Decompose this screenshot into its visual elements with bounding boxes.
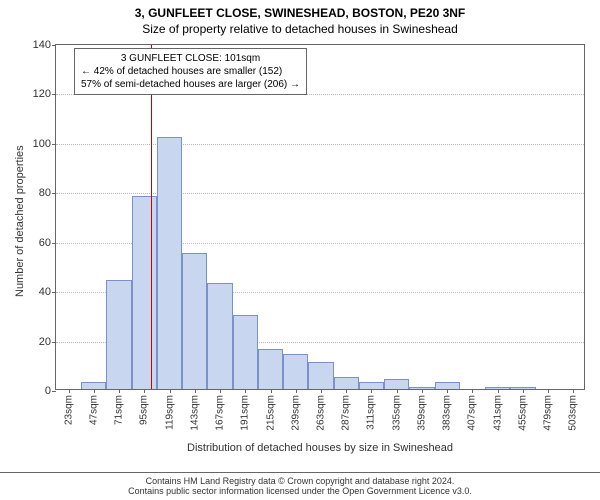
ytick-label: 60 — [39, 237, 56, 249]
xtick-mark — [371, 389, 372, 393]
xtick-label: 359sqm — [416, 395, 427, 431]
xtick-label: 191sqm — [240, 395, 251, 431]
histogram-bar — [182, 253, 207, 389]
histogram-bar — [106, 280, 131, 389]
reference-vline — [151, 45, 152, 389]
xtick-label: 287sqm — [341, 395, 352, 431]
xtick-mark — [573, 389, 574, 393]
histogram-bar — [207, 283, 232, 389]
xtick-mark — [498, 389, 499, 393]
xtick-label: 263sqm — [316, 395, 327, 431]
histogram-bar — [258, 349, 283, 389]
histogram-bar — [384, 379, 409, 389]
footer: Contains HM Land Registry data © Crown c… — [0, 472, 600, 496]
chart-title-line2: Size of property relative to detached ho… — [0, 20, 600, 36]
histogram-bar — [283, 354, 308, 389]
xtick-mark — [346, 389, 347, 393]
histogram-bar — [334, 377, 359, 389]
footer-line1: Contains HM Land Registry data © Crown c… — [0, 476, 600, 486]
xtick-mark — [170, 389, 171, 393]
xtick-mark — [397, 389, 398, 393]
xtick-label: 455sqm — [517, 395, 528, 431]
histogram-bar — [157, 137, 182, 389]
annotation-box: 3 GUNFLEET CLOSE: 101sqm ← 42% of detach… — [74, 48, 307, 95]
xtick-label: 71sqm — [114, 395, 125, 425]
ytick-label: 20 — [39, 336, 56, 348]
ytick-label: 140 — [33, 39, 56, 51]
xtick-mark — [94, 389, 95, 393]
xtick-label: 167sqm — [215, 395, 226, 431]
ytick-label: 80 — [39, 187, 56, 199]
xtick-label: 479sqm — [543, 395, 554, 431]
xtick-mark — [119, 389, 120, 393]
ytick-label: 0 — [45, 385, 56, 397]
xtick-mark — [271, 389, 272, 393]
y-axis-label: Number of detached properties — [14, 145, 26, 297]
xtick-label: 215sqm — [265, 395, 276, 431]
xtick-label: 23sqm — [63, 395, 74, 425]
ytick-label: 100 — [33, 138, 56, 150]
histogram-bar — [435, 382, 460, 389]
xtick-mark — [195, 389, 196, 393]
xtick-label: 335sqm — [391, 395, 402, 431]
chart-title-line1: 3, GUNFLEET CLOSE, SWINESHEAD, BOSTON, P… — [0, 0, 600, 20]
annotation-line1: 3 GUNFLEET CLOSE: 101sqm — [81, 52, 300, 65]
xtick-mark — [523, 389, 524, 393]
xtick-mark — [447, 389, 448, 393]
ytick-label: 120 — [33, 88, 56, 100]
histogram-bar — [308, 362, 333, 389]
xtick-label: 95sqm — [139, 395, 150, 425]
xtick-mark — [548, 389, 549, 393]
xtick-mark — [220, 389, 221, 393]
gridline — [56, 193, 584, 194]
histogram-bar — [359, 382, 384, 389]
annotation-line2: ← 42% of detached houses are smaller (15… — [81, 65, 300, 78]
xtick-mark — [69, 389, 70, 393]
histogram-bar — [233, 315, 258, 389]
footer-line2: Contains public sector information licen… — [0, 486, 600, 496]
xtick-label: 383sqm — [442, 395, 453, 431]
plot-area: 02040608010012014023sqm47sqm71sqm95sqm11… — [55, 44, 585, 390]
ytick-label: 40 — [39, 286, 56, 298]
histogram-bar — [81, 382, 106, 389]
xtick-label: 503sqm — [568, 395, 579, 431]
xtick-label: 431sqm — [492, 395, 503, 431]
xtick-label: 119sqm — [164, 395, 175, 430]
xtick-label: 143sqm — [189, 395, 200, 431]
xtick-mark — [144, 389, 145, 393]
xtick-label: 407sqm — [467, 395, 478, 431]
xtick-label: 311sqm — [366, 395, 377, 430]
xtick-mark — [245, 389, 246, 393]
chart-container: 3, GUNFLEET CLOSE, SWINESHEAD, BOSTON, P… — [0, 0, 600, 500]
histogram-bar — [132, 196, 157, 389]
x-axis-label: Distribution of detached houses by size … — [55, 442, 585, 454]
xtick-label: 47sqm — [88, 395, 99, 425]
annotation-line3: 57% of semi-detached houses are larger (… — [81, 78, 300, 91]
gridline — [56, 144, 584, 145]
xtick-mark — [296, 389, 297, 393]
xtick-mark — [422, 389, 423, 393]
xtick-label: 239sqm — [290, 395, 301, 431]
xtick-mark — [321, 389, 322, 393]
xtick-mark — [472, 389, 473, 393]
